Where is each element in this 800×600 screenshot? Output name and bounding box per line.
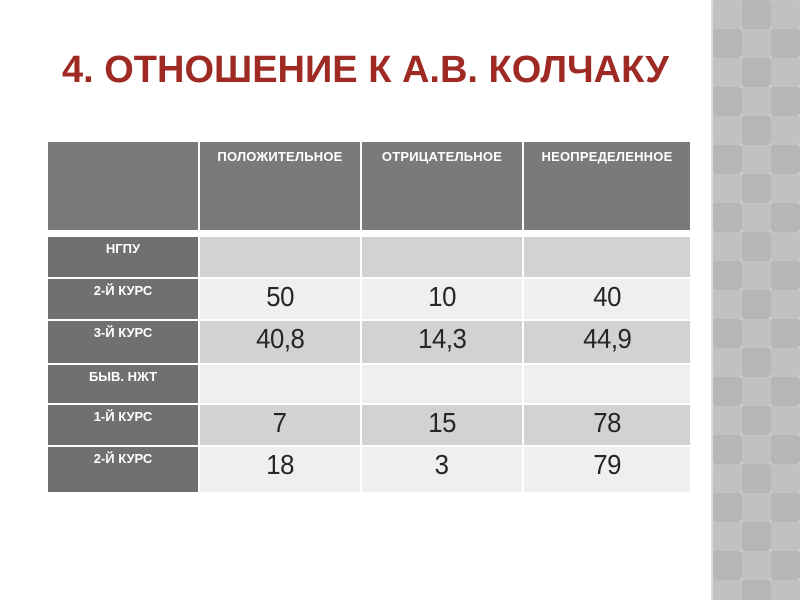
data-cell: 44,9 [524, 321, 690, 363]
data-cell [362, 237, 522, 277]
corner-cell [48, 142, 198, 230]
table-header-row: ПОЛОЖИТЕЛЬНОЕ ОТРИЦАТЕЛЬНОЕ НЕОПРЕДЕЛЕННОЕ [48, 142, 690, 230]
data-cell [200, 365, 360, 403]
cell-value: 3 [435, 449, 449, 480]
data-cell: 50 [200, 279, 360, 319]
cell-value: 79 [593, 449, 621, 480]
page-title: 4. ОТНОШЕНИЕ К А.В. КОЛЧАКУ [62, 49, 669, 91]
column-header: ОТРИЦАТЕЛЬНОЕ [362, 142, 522, 230]
cell-value: 15 [428, 407, 456, 438]
cell-value: 10 [428, 281, 456, 312]
cell-value: 18 [266, 449, 294, 480]
data-cell: 15 [362, 405, 522, 445]
data-cell: 18 [200, 447, 360, 492]
data-cell: 14,3 [362, 321, 522, 363]
cell-value: 40,8 [255, 323, 305, 354]
cell-value: 78 [593, 407, 621, 438]
cell-value: 44,9 [582, 323, 632, 354]
cell-value: 50 [266, 281, 294, 312]
data-cell: 40,8 [200, 321, 360, 363]
data-cell: 40 [524, 279, 690, 319]
table-body: НГПУ 2-Й КУРС 50 10 40 3-Й КУРС 40,8 14,3 44,9 БЫ… [48, 237, 690, 492]
argyle-pattern-strip [711, 0, 800, 600]
column-header: ПОЛОЖИТЕЛЬНОЕ [200, 142, 360, 230]
cell-value: 7 [273, 407, 287, 438]
row-label: 2-Й КУРС [48, 279, 198, 319]
row-label: 3-Й КУРС [48, 321, 198, 363]
data-cell [524, 237, 690, 277]
row-label: НГПУ [48, 237, 198, 277]
data-cell: 78 [524, 405, 690, 445]
cell-value: 40 [593, 281, 621, 312]
data-cell [200, 237, 360, 277]
row-label: 1-Й КУРС [48, 405, 198, 445]
data-cell: 7 [200, 405, 360, 445]
data-cell [362, 365, 522, 403]
data-cell: 10 [362, 279, 522, 319]
row-label: БЫВ. НЖТ [48, 365, 198, 403]
data-cell: 3 [362, 447, 522, 492]
data-cell [524, 365, 690, 403]
data-cell: 79 [524, 447, 690, 492]
row-label: 2-Й КУРС [48, 447, 198, 492]
cell-value: 14,3 [417, 323, 467, 354]
results-table: ПОЛОЖИТЕЛЬНОЕ ОТРИЦАТЕЛЬНОЕ НЕОПРЕДЕЛЕННОЕ… [48, 142, 690, 492]
column-header: НЕОПРЕДЕЛЕННОЕ [524, 142, 690, 230]
